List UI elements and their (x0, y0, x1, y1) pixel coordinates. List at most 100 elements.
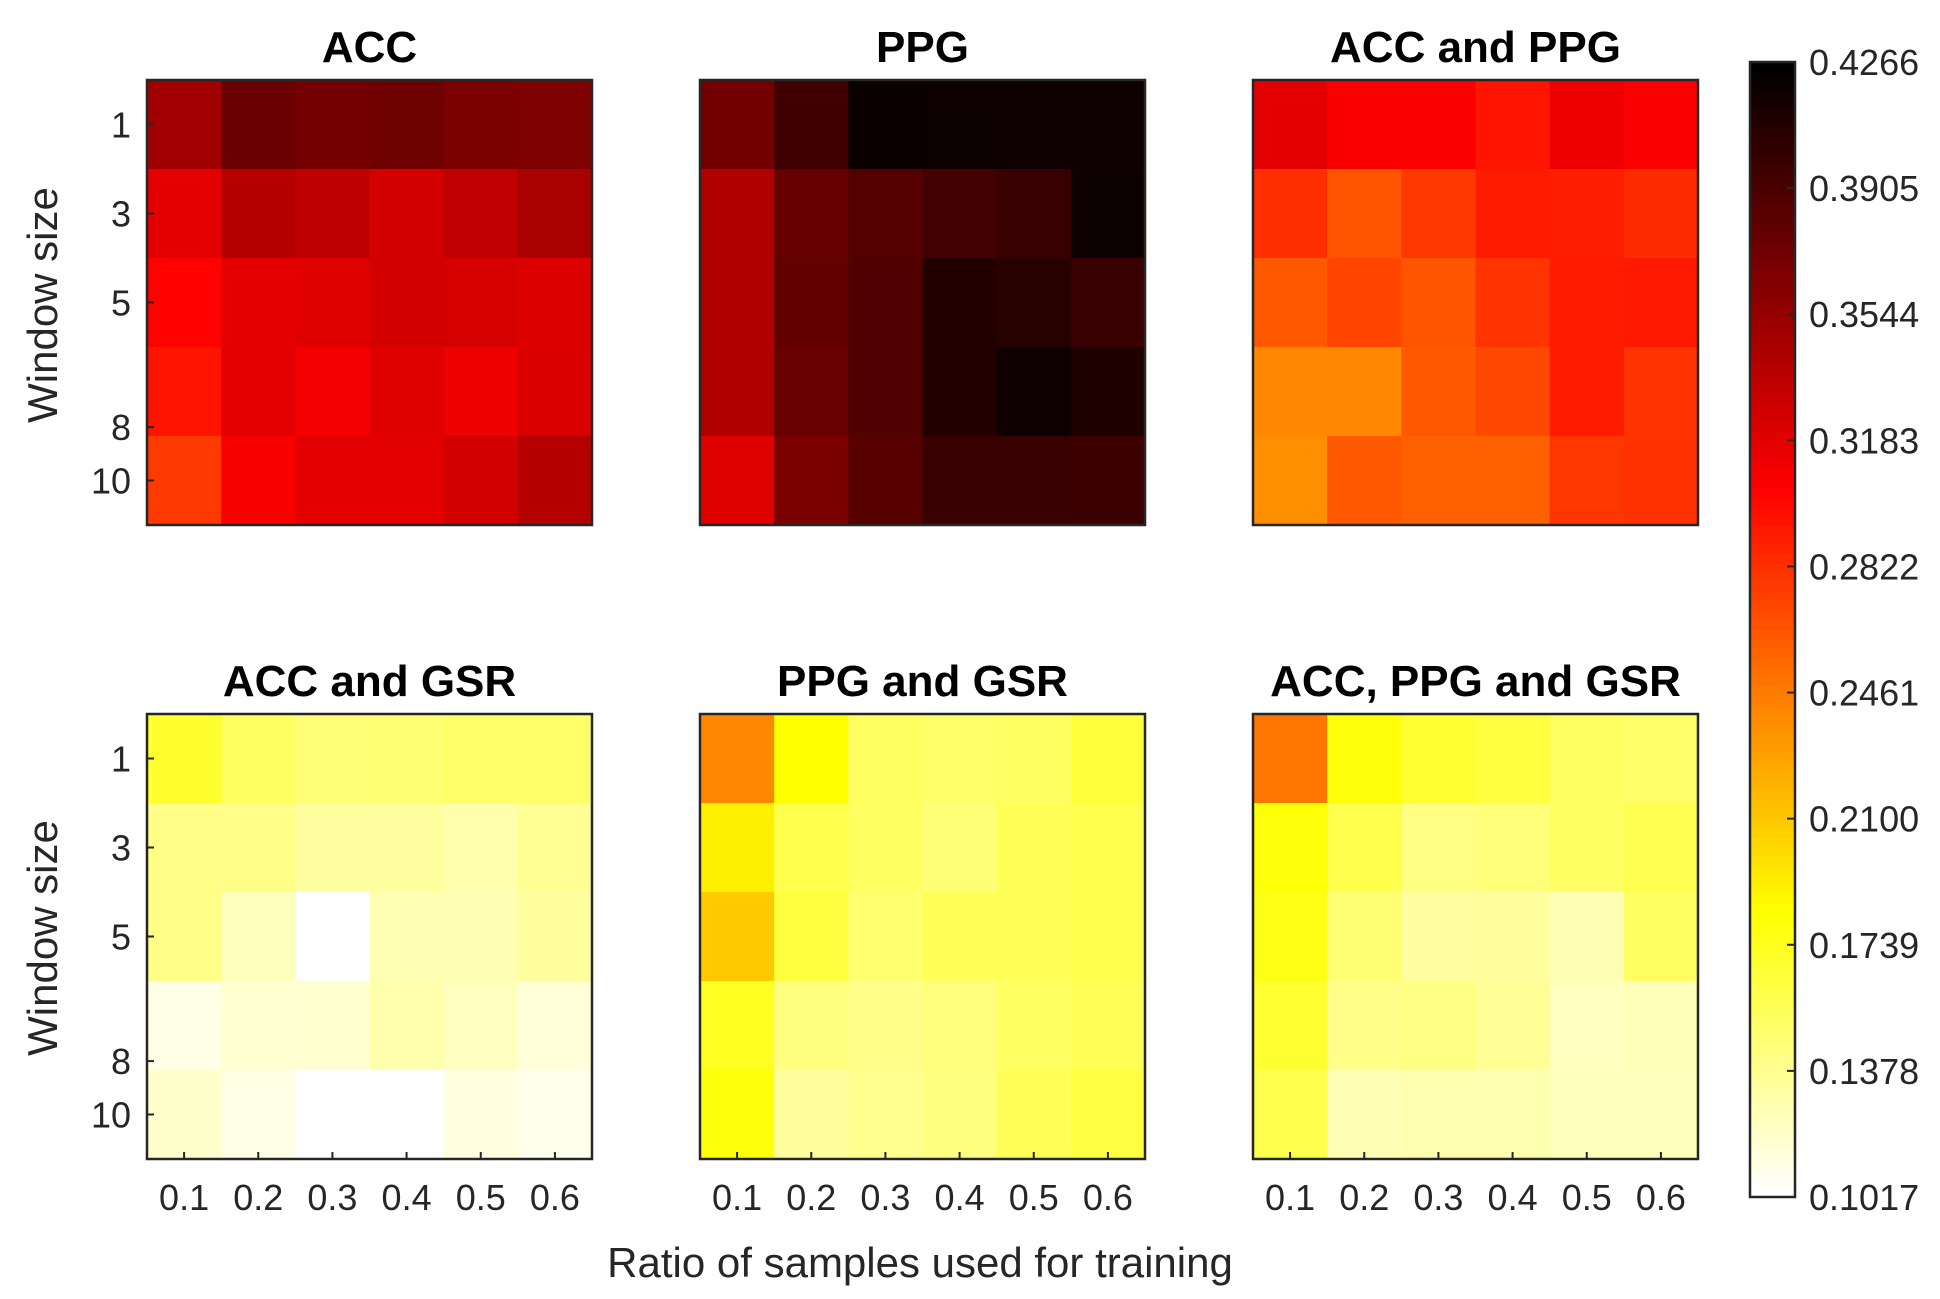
heatmap-cell (295, 981, 371, 1071)
colorbar-segment (1750, 374, 1795, 385)
heatmap-cell (295, 80, 371, 170)
colorbar-tick-label: 0.2100 (1809, 799, 1919, 840)
heatmap-cell (922, 347, 998, 437)
colorbar-segment (1750, 194, 1795, 205)
heatmap-cell (1549, 892, 1625, 982)
colorbar-segment (1750, 147, 1795, 158)
y-tick-label: 3 (111, 194, 131, 235)
heatmap-cell (996, 714, 1072, 804)
colorbar-segment (1750, 553, 1795, 565)
colorbar-segment (1750, 1178, 1795, 1189)
heatmap-cell (295, 436, 371, 526)
heatmap-cell (774, 1070, 849, 1160)
colorbar-segment (1750, 638, 1795, 650)
heatmap-cell (922, 436, 998, 526)
heatmap-cell (1070, 803, 1146, 893)
heatmap-cell (848, 258, 924, 348)
colorbar-segment (1750, 317, 1795, 328)
heatmap-cell (848, 80, 924, 170)
x-tick-label: 0.5 (1009, 1177, 1059, 1218)
colorbar-segment (1750, 516, 1795, 527)
colorbar-segment (1750, 449, 1795, 461)
heatmap-cell (848, 169, 924, 259)
colorbar-segment (1750, 118, 1795, 130)
colorbar-tick-label: 0.3905 (1809, 168, 1919, 209)
heatmap-cell (147, 80, 222, 170)
heatmap-cell (774, 347, 849, 437)
heatmap-cell (443, 436, 519, 526)
heatmap-cell (1549, 436, 1625, 526)
heatmap-cell (1623, 1070, 1699, 1160)
y-tick-label: 10 (91, 461, 131, 502)
colorbar-segment (1750, 724, 1795, 735)
heatmap-cell (848, 892, 924, 982)
colorbar-segment (1750, 355, 1795, 366)
colorbar-segment (1750, 128, 1795, 139)
x-tick-label: 0.4 (935, 1177, 985, 1218)
heatmap-cell (1549, 1070, 1625, 1160)
y-axis-label-bottom: Window size (19, 820, 66, 1056)
colorbar-segment (1750, 563, 1795, 574)
heatmap-cell (848, 436, 924, 526)
heatmap-cell (922, 714, 998, 804)
colorbar-segment (1750, 818, 1795, 829)
colorbar-segment (1750, 695, 1795, 706)
colorbar-segment (1750, 951, 1795, 962)
heatmap-cell (1327, 347, 1402, 437)
colorbar-segment (1750, 307, 1795, 319)
colorbar-segment (1750, 345, 1795, 357)
colorbar-segment (1750, 1140, 1795, 1151)
heatmap-cell (1401, 981, 1477, 1071)
x-tick-label: 0.6 (1636, 1177, 1686, 1218)
heatmap-cell (517, 1070, 593, 1160)
heatmap-cell (443, 258, 519, 348)
heatmap-cell (996, 258, 1072, 348)
colorbar-segment (1750, 298, 1795, 309)
heatmap-cell (700, 80, 775, 170)
colorbar-segment (1750, 1074, 1795, 1085)
heatmap-cell (1623, 347, 1699, 437)
heatmap-cell (147, 169, 222, 259)
colorbar-segment (1750, 733, 1795, 744)
heatmap-cell (1549, 803, 1625, 893)
x-tick-label: 0.6 (530, 1177, 580, 1218)
heatmap-cell (996, 981, 1072, 1071)
heatmap-cell (369, 714, 445, 804)
colorbar-segment (1750, 289, 1795, 300)
heatmap-cell (700, 436, 775, 526)
colorbar-segment (1750, 1168, 1795, 1179)
colorbar-segment (1750, 222, 1795, 234)
heatmap-cell (1327, 436, 1402, 526)
colorbar-segment (1750, 1083, 1795, 1094)
colorbar-segment (1750, 241, 1795, 252)
colorbar-segment (1750, 203, 1795, 215)
heatmap-cell (221, 169, 296, 259)
heatmap-cell (1623, 80, 1699, 170)
heatmap-cell (1253, 892, 1328, 982)
heatmap-cell (1623, 258, 1699, 348)
heatmap-cell (1401, 1070, 1477, 1160)
heatmap-cell (517, 892, 593, 982)
heatmap-cell (1253, 436, 1328, 526)
heatmap-cell (1327, 80, 1402, 170)
colorbar-segment (1750, 610, 1795, 621)
heatmap-cell (1327, 714, 1402, 804)
heatmap-cell (1475, 436, 1551, 526)
colorbar-segment (1750, 591, 1795, 602)
colorbar-segment (1750, 676, 1795, 688)
heatmap-cell (1549, 714, 1625, 804)
heatmap-cell (443, 1070, 519, 1160)
heatmap-cell (774, 258, 849, 348)
colorbar-segment (1750, 979, 1795, 990)
panel-title: PPG and GSR (777, 657, 1068, 706)
y-tick-label: 1 (111, 739, 131, 780)
colorbar-segment (1750, 970, 1795, 981)
panel-frame (698, 712, 1147, 1161)
heatmap-panel: ACC and GSR 1 3 5 8 10 0.1 0.2 0.3 0.4 0.5 0.6 (91, 657, 594, 1218)
colorbar-segment (1750, 62, 1795, 73)
heatmap-cell (1327, 981, 1402, 1071)
heatmap-cell (443, 169, 519, 259)
heatmap-cell (295, 169, 371, 259)
heatmap-cell (1327, 1070, 1402, 1160)
colorbar-segment (1750, 629, 1795, 640)
